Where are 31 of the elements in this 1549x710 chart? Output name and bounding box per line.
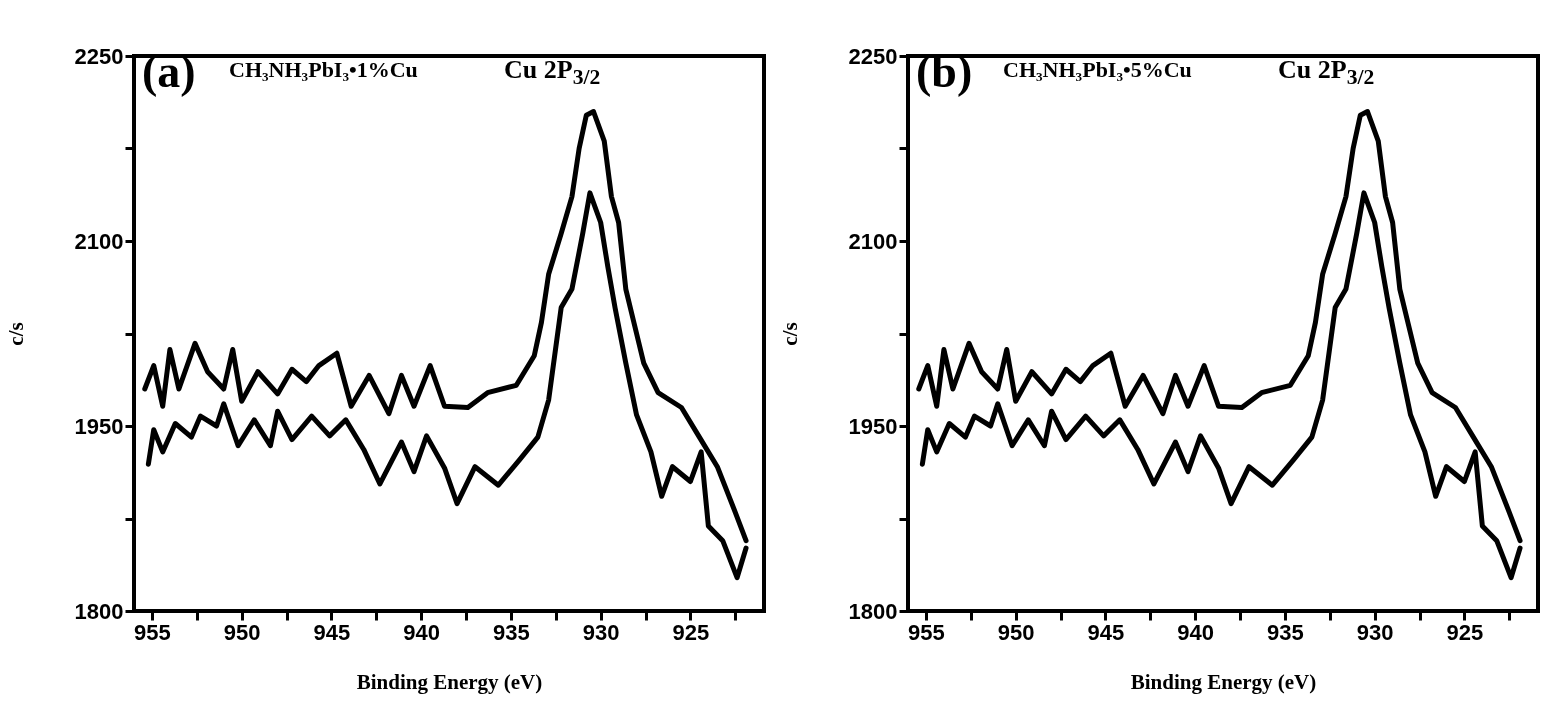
annotation: Cu 2P$_{3/2}$	[1278, 55, 1375, 90]
y-tick-label: 2100	[74, 228, 124, 254]
x-tick-label: 930	[1356, 619, 1394, 645]
y-tick-label: 1950	[848, 413, 898, 439]
x-tick-label: 955	[908, 619, 945, 645]
x-tick-label: 930	[582, 619, 620, 645]
x-tick-label: 950	[997, 619, 1035, 645]
y-tick-label: 1950	[74, 413, 124, 439]
x-tick-label: 925	[672, 619, 710, 645]
x-tick-label: 925	[1446, 619, 1484, 645]
y-tick-label: 2250	[848, 43, 898, 69]
y-axis-title: c/s	[777, 322, 802, 346]
x-axis-title: Binding Energy (eV)	[1130, 669, 1317, 694]
x-tick-label: 955	[134, 619, 171, 645]
y-axis-title: c/s	[3, 322, 28, 346]
annotation: CH₃NH₃PbI₃•5%Cu	[1003, 57, 1192, 82]
x-tick-label: 935	[493, 619, 530, 645]
annotation: Cu 2P$_{3/2}$	[504, 55, 601, 90]
x-tick-label: 940	[1177, 619, 1215, 645]
x-tick-label: 945	[313, 619, 351, 645]
x-tick-label: 935	[1267, 619, 1304, 645]
annotation: (a)	[142, 46, 196, 97]
y-tick-label: 1800	[848, 598, 898, 624]
y-tick-label: 1800	[74, 598, 124, 624]
y-tick-label: 2250	[74, 43, 124, 69]
x-axis-title: Binding Energy (eV)	[356, 669, 543, 694]
x-tick-label: 950	[223, 619, 261, 645]
x-tick-label: 945	[1087, 619, 1125, 645]
annotation: CH₃NH₃PbI₃•1%Cu	[229, 57, 418, 82]
x-tick-label: 940	[403, 619, 441, 645]
y-tick-label: 2100	[848, 228, 898, 254]
